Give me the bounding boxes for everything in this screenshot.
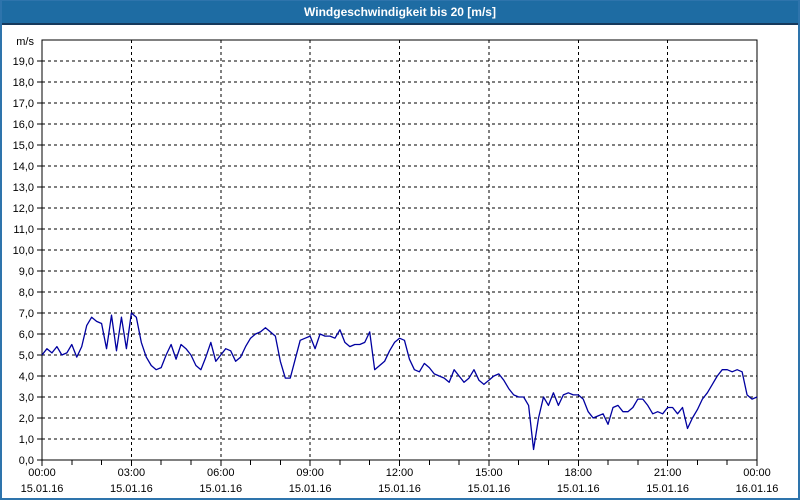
- y-tick-label: 4,0: [19, 371, 34, 383]
- x-tick-date-label: 16.01.16: [736, 483, 779, 495]
- y-axis-unit-label: m/s: [16, 36, 34, 48]
- title-bar: Windgeschwindigkeit bis 20 [m/s]: [2, 1, 798, 25]
- axes: [37, 39, 758, 466]
- y-tick-label: 7,0: [19, 308, 34, 320]
- y-tick-label: 12,0: [13, 203, 34, 215]
- y-tick-label: 3,0: [19, 392, 34, 404]
- y-tick-label: 6,0: [19, 329, 34, 341]
- x-tick-time-label: 06:00: [207, 467, 235, 479]
- x-tick-time-label: 00:00: [743, 467, 771, 479]
- y-tick-label: 8,0: [19, 287, 34, 299]
- x-tick-date-label: 15.01.16: [289, 483, 332, 495]
- y-tick-label: 16,0: [13, 119, 34, 131]
- y-tick-label: 13,0: [13, 182, 34, 194]
- y-tick-label: 19,0: [13, 56, 34, 68]
- y-tick-label: 17,0: [13, 98, 34, 110]
- y-tick-label: 9,0: [19, 266, 34, 278]
- y-tick-label: 5,0: [19, 350, 34, 362]
- axis-labels: 0,0 1,0 2,0 3,0 4,0 5,0 6,0 7,0 8,0 9,0 10,0 11,0 12…: [13, 36, 779, 495]
- x-tick-date-label: 15.01.16: [21, 483, 64, 495]
- x-tick-time-label: 15:00: [475, 467, 503, 479]
- x-tick-date-label: 15.01.16: [646, 483, 689, 495]
- x-tick-date-label: 15.01.16: [378, 483, 421, 495]
- y-tick-label: 0,0: [19, 455, 34, 467]
- y-tick-label: 2,0: [19, 413, 34, 425]
- x-tick-time-label: 03:00: [118, 467, 146, 479]
- x-tick-time-label: 12:00: [386, 467, 414, 479]
- x-tick-time-label: 18:00: [564, 467, 592, 479]
- x-tick-date-label: 15.01.16: [110, 483, 153, 495]
- data-series: [41, 312, 758, 451]
- wind-speed-chart: 0,0 1,0 2,0 3,0 4,0 5,0 6,0 7,0 8,0 9,0 10,0 11,0 12…: [13, 36, 779, 495]
- x-tick-date-label: 15.01.16: [557, 483, 600, 495]
- gridlines: [42, 40, 757, 460]
- chart-area: 0,0 1,0 2,0 3,0 4,0 5,0 6,0 7,0 8,0 9,0 10,0 11,0 12…: [2, 25, 798, 498]
- y-tick-label: 15,0: [13, 140, 34, 152]
- y-tick-label: 1,0: [19, 434, 34, 446]
- x-tick-time-label: 21:00: [654, 467, 682, 479]
- y-tick-label: 18,0: [13, 77, 34, 89]
- y-tick-label: 14,0: [13, 161, 34, 173]
- wind-speed-line: [41, 312, 758, 451]
- x-tick-date-label: 15.01.16: [199, 483, 242, 495]
- window-title: Windgeschwindigkeit bis 20 [m/s]: [304, 5, 496, 19]
- x-tick-time-label: 00:00: [28, 467, 56, 479]
- x-tick-date-label: 15.01.16: [467, 483, 510, 495]
- y-tick-label: 10,0: [13, 245, 34, 257]
- x-tick-time-label: 09:00: [296, 467, 324, 479]
- y-tick-label: 11,0: [13, 224, 34, 236]
